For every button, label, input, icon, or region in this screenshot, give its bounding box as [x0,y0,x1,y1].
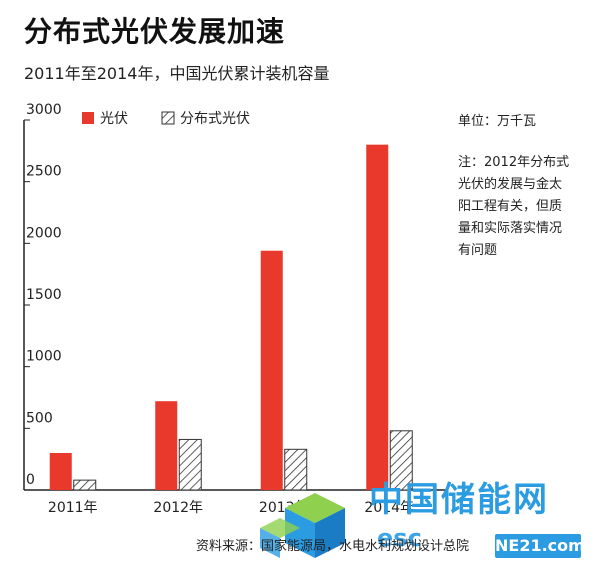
watermark-sub: esc [377,524,422,552]
bar-solar [366,144,389,490]
watermark: 中国储能网 esc NE21.com [255,468,600,567]
bar-distributed [73,479,97,491]
bar-solar [260,250,283,490]
y-tick-label: 2500 [26,164,62,180]
legend-label-distributed: 分布式光伏 [180,111,250,127]
legend-label-solar: 光伏 [100,111,128,127]
chart-title: 分布式光伏发展加速 [24,15,286,48]
chart-subtitle: 2011年至2014年，中国光伏累计装机容量 [24,64,330,83]
watermark-text: 中国储能网 [369,480,549,520]
chart-note: 注：2012年分布式光伏的发展与金太阳工程有关，但质量和实际落实情况有问题 [458,155,570,258]
watermark-logo-icon [260,493,345,558]
x-tick-label: 2012年 [153,500,203,516]
x-tick-label: 2014年 [364,500,414,516]
bar-solar [49,453,72,490]
x-tick-label: 2011年 [48,500,98,516]
unit-label: 单位：万千瓦 [458,114,537,129]
y-tick-label: 1000 [26,349,62,365]
y-tick-label: 1500 [26,287,62,303]
y-tick-label: 2000 [26,225,62,241]
y-tick-label: 500 [26,410,53,426]
bar-solar [155,401,178,490]
y-tick-label: 0 [26,472,35,488]
bar-distributed [178,438,202,491]
y-tick-label: 3000 [26,102,62,118]
bar-distributed [284,448,308,491]
source-note: 资料来源：国家能源局，水电水利规划设计总院 [196,539,470,554]
legend-swatch-solar [82,112,94,124]
legend-swatch-distributed [161,111,175,125]
watermark-box: NE21.com [495,534,585,558]
bar-distributed [389,430,413,491]
